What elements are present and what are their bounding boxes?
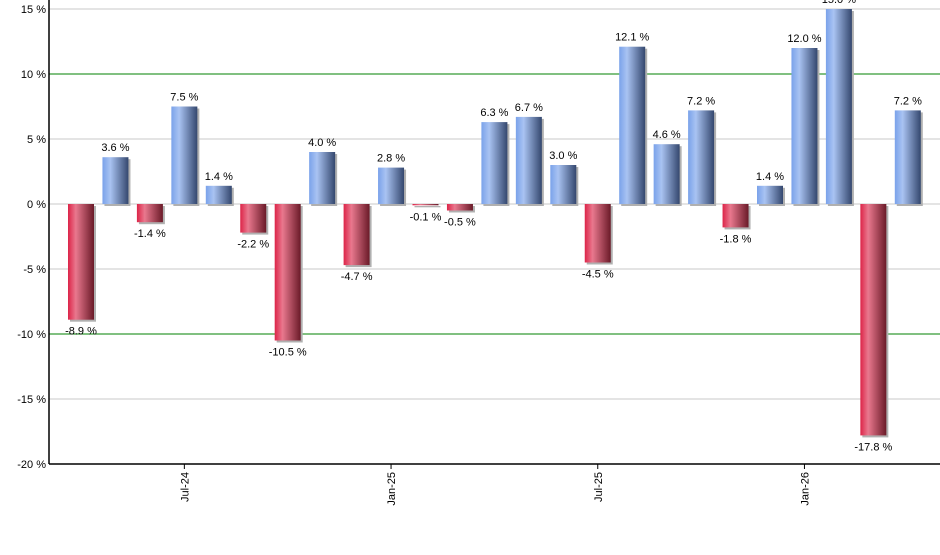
bar bbox=[102, 157, 129, 204]
data-label: -8.9 % bbox=[65, 326, 97, 338]
data-label: 3.0 % bbox=[549, 150, 577, 162]
y-tick-label: -5 % bbox=[23, 264, 46, 276]
bar bbox=[205, 185, 232, 204]
bar bbox=[825, 9, 852, 204]
bar bbox=[274, 204, 301, 341]
bar bbox=[791, 48, 818, 204]
data-label: 3.6 % bbox=[101, 142, 129, 154]
bar bbox=[240, 204, 267, 233]
data-label: 1.4 % bbox=[205, 171, 233, 183]
data-label: 12.1 % bbox=[615, 32, 649, 44]
bar bbox=[515, 116, 542, 204]
bar bbox=[619, 46, 646, 205]
bar-shadow bbox=[414, 206, 441, 208]
bar bbox=[550, 165, 577, 204]
data-label: 4.0 % bbox=[308, 137, 336, 149]
bar bbox=[309, 152, 336, 204]
data-label: -4.5 % bbox=[582, 269, 614, 281]
y-tick-label: -15 % bbox=[17, 394, 46, 406]
data-label: 15.0 % bbox=[822, 0, 856, 6]
data-label: 1.4 % bbox=[756, 171, 784, 183]
bar bbox=[343, 204, 370, 266]
data-label: 6.3 % bbox=[480, 107, 508, 119]
bar bbox=[378, 167, 405, 204]
bar bbox=[412, 204, 439, 206]
x-tick-label: Jan-25 bbox=[386, 472, 398, 506]
bar bbox=[171, 106, 198, 204]
data-label: 4.6 % bbox=[653, 129, 681, 141]
x-tick-label: Jul-25 bbox=[593, 472, 605, 502]
data-label: 7.2 % bbox=[687, 95, 715, 107]
y-tick-label: 15 % bbox=[21, 4, 46, 16]
data-label: -4.7 % bbox=[341, 271, 373, 283]
data-label: -10.5 % bbox=[269, 347, 307, 359]
bar bbox=[860, 204, 887, 436]
bar bbox=[653, 144, 680, 204]
bar bbox=[722, 204, 749, 228]
data-label: -1.8 % bbox=[720, 233, 752, 245]
bar bbox=[136, 204, 163, 223]
x-tick-label: Jul-24 bbox=[179, 472, 191, 502]
data-label: 7.2 % bbox=[894, 95, 922, 107]
bar bbox=[584, 204, 611, 263]
data-label: -0.1 % bbox=[410, 211, 442, 223]
x-tick-label: Jan-26 bbox=[799, 472, 811, 506]
data-label: -17.8 % bbox=[854, 441, 892, 453]
bar bbox=[757, 185, 783, 204]
y-tick-label: 10 % bbox=[21, 69, 46, 81]
data-label: 12.0 % bbox=[787, 33, 821, 45]
y-tick-label: -10 % bbox=[17, 329, 46, 341]
y-tick-label: -20 % bbox=[17, 459, 46, 471]
data-label: 2.8 % bbox=[377, 153, 405, 165]
y-tick-label: 0 % bbox=[27, 199, 46, 211]
data-label: -2.2 % bbox=[237, 239, 269, 251]
bar bbox=[894, 110, 921, 204]
data-label: 7.5 % bbox=[170, 92, 198, 104]
data-label: -0.5 % bbox=[444, 217, 476, 229]
bar bbox=[481, 122, 508, 204]
bar bbox=[688, 110, 715, 204]
y-tick-label: 5 % bbox=[27, 134, 46, 146]
bar bbox=[446, 204, 473, 211]
bar bbox=[68, 204, 94, 320]
data-label: 6.7 % bbox=[515, 102, 543, 114]
data-label: -1.4 % bbox=[134, 228, 166, 240]
